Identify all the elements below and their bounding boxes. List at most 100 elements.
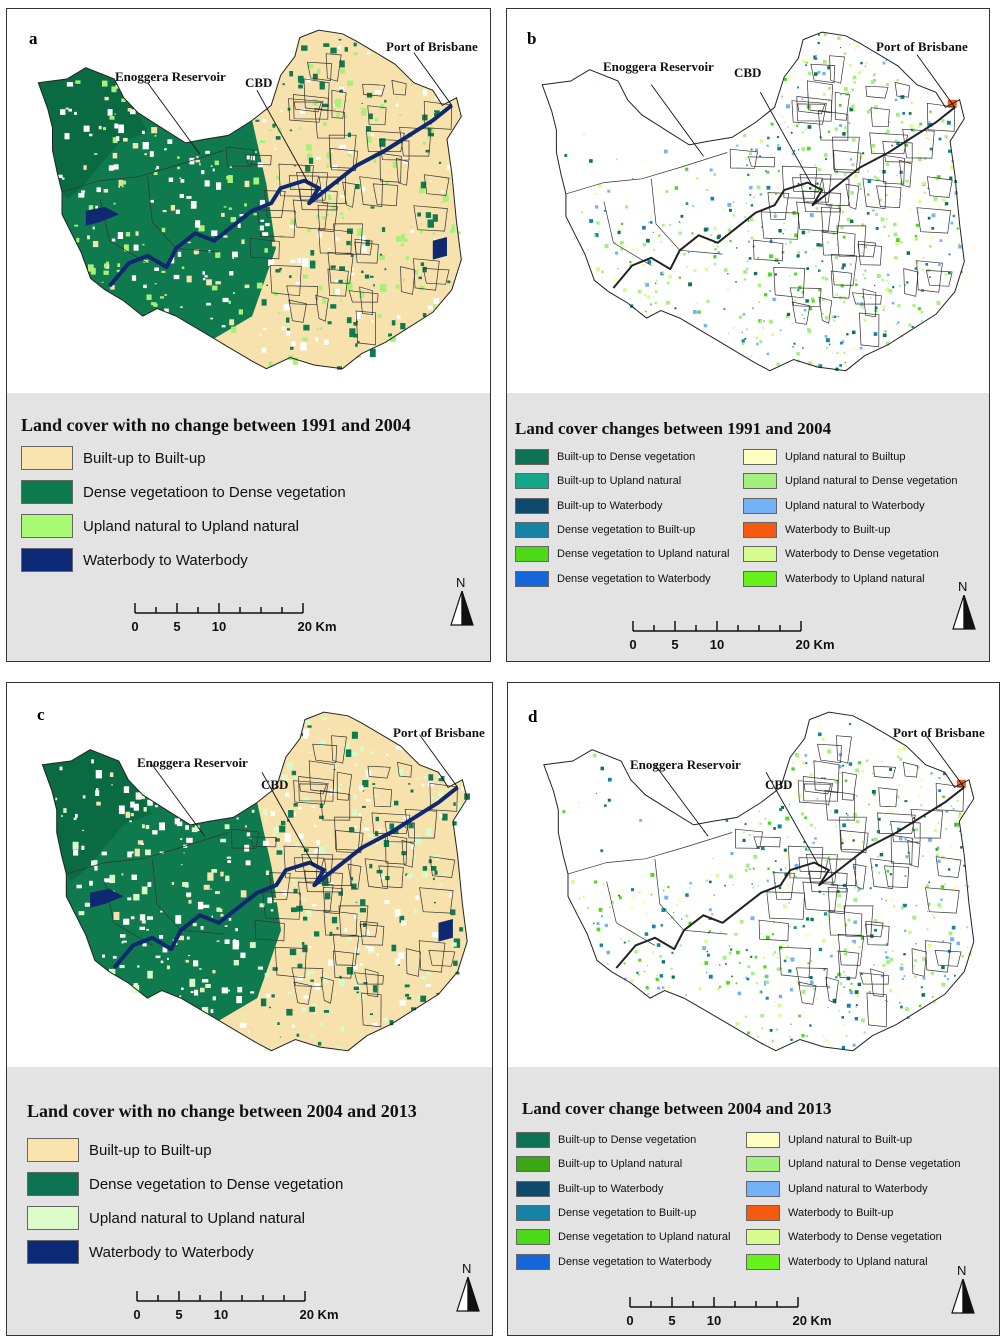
scalebar-tick-label: 10 [211, 619, 227, 634]
legend-d: Land cover change between 2004 and 2013 … [508, 1067, 999, 1335]
scalebar-tick-label: 10 [213, 1307, 229, 1322]
legend-swatch [27, 1138, 79, 1162]
legend-swatch [21, 480, 73, 504]
scalebar-line [136, 1291, 306, 1302]
legend-swatch [515, 497, 549, 514]
scalebar-tick-label: 20 Km [299, 1307, 339, 1322]
legend-label: Upland natural to Dense vegetation [788, 1158, 961, 1171]
legend-label: Waterbody to Upland natural [788, 1255, 928, 1268]
legend-swatch [516, 1132, 550, 1148]
legend-swatch [743, 546, 777, 563]
north-label: N [462, 1261, 472, 1276]
scalebar-tick-label: 0 [131, 619, 139, 634]
legend-item: Dense vegetation to Upland natural [516, 1228, 730, 1246]
legend-item: Built-up to Waterbody [515, 497, 662, 515]
map-c-svg [41, 711, 470, 1054]
city-boundary [541, 31, 965, 372]
legend-item: Dense vegetatioon to Dense vegetation [21, 479, 346, 505]
legend-label: Upland natural to Waterbody [788, 1182, 928, 1195]
map-d: d Enoggera Reservoir CBD Port of Brisban… [508, 683, 999, 1068]
map-content [541, 31, 965, 372]
legend-label: Waterbody to Built-up [788, 1206, 894, 1219]
change-patches [562, 723, 973, 1050]
legend-label: Built-up to Waterbody [557, 499, 663, 512]
north-arrow-icon [450, 591, 474, 626]
legend-swatch [21, 548, 73, 572]
legend-title-b: Land cover changes between 1991 and 2004 [515, 419, 832, 438]
legend-label: Waterbody to Dense vegetation [785, 548, 939, 561]
legend-item: Dense vegetation to Waterbody [516, 1253, 712, 1271]
legend-label: Built-up to Built-up [83, 449, 206, 467]
panel-b: b Enoggera Reservoir CBD Port of Brisban… [506, 8, 990, 662]
legend-item: Built-up to Built-up [27, 1137, 212, 1163]
legend-item: Dense vegetation to Waterbody [515, 570, 711, 588]
legend-swatch [21, 446, 73, 470]
legend-a: Land cover with no change between 1991 a… [7, 393, 490, 661]
brisbane-river [112, 785, 459, 970]
brisbane-river [615, 786, 965, 969]
legend-label: Dense vegetation to Built-up [558, 1206, 697, 1219]
suburb-boundaries [565, 55, 956, 348]
legend-swatch [746, 1132, 780, 1148]
brisbane-river [108, 103, 454, 288]
legend-label: Waterbody to Waterbody [83, 551, 248, 569]
scalebar-b: 0 5 10 20 Km [629, 619, 835, 657]
scalebar-tick-label: 0 [133, 1307, 141, 1322]
legend-title-d: Land cover change between 2004 and 2013 [522, 1099, 832, 1118]
legend-item: Waterbody to Dense vegetation [746, 1228, 942, 1246]
legend-swatch [743, 497, 777, 514]
label-cbd-b: CBD [734, 65, 762, 80]
legend-label: Dense vegetatioon to Dense vegetation [83, 483, 346, 501]
legend-label: Built-up to Dense vegetation [557, 451, 696, 463]
map-content [37, 29, 462, 370]
label-enoggera-a: Enoggera Reservoir [115, 69, 226, 84]
north-arrow-c: N [453, 1261, 483, 1313]
legend-item: Upland natural to Dense vegetation [746, 1155, 960, 1173]
legend-item: Dense vegetation to Upland natural [515, 545, 729, 563]
legend-swatch [746, 1229, 780, 1246]
city-boundary [543, 711, 975, 1052]
map-content [543, 711, 975, 1052]
legend-item: Upland natural to Upland natural [27, 1205, 305, 1231]
legend-item: Built-up to Built-up [21, 445, 206, 471]
landcover-patches [55, 716, 470, 1054]
legend-item: Upland natural to Upland natural [21, 513, 299, 539]
legend-label: Dense vegetation to Waterbody [557, 572, 711, 585]
legend-title-c: Land cover with no change between 2004 a… [27, 1101, 417, 1121]
label-port-b: Port of Brisbane [876, 39, 968, 54]
legend-label: Upland natural to Builtup [785, 451, 906, 463]
change-patches [558, 33, 963, 371]
legend-label: Dense vegetation to Waterbody [558, 1255, 712, 1268]
east-water [432, 237, 447, 260]
label-leaders [151, 734, 458, 867]
legend-label: Built-up to Upland natural [557, 475, 682, 488]
label-enoggera-d: Enoggera Reservoir [630, 757, 741, 772]
map-d-svg [543, 711, 975, 1052]
label-port-c: Port of Brisbane [393, 725, 485, 740]
legend-item: Upland natural to Dense vegetation [743, 472, 957, 490]
legend-item: Waterbody to Waterbody [21, 547, 248, 573]
north-arrow-icon [951, 1279, 975, 1314]
legend-swatch [746, 1180, 780, 1197]
legend-label: Built-up to Built-up [89, 1141, 212, 1159]
label-leaders [147, 52, 453, 185]
legend-c: Land cover with no change between 2004 a… [7, 1067, 492, 1335]
brisbane-river [612, 106, 956, 289]
legend-swatch [27, 1172, 79, 1196]
legend-item: Waterbody to Upland natural [746, 1253, 928, 1271]
scalebar-tick-label: 0 [626, 1313, 634, 1328]
legend-label: Waterbody to Upland natural [785, 572, 925, 585]
scalebar-tick-label: 5 [668, 1313, 676, 1328]
suburb-boundaries [567, 735, 964, 1028]
label-enoggera-b: Enoggera Reservoir [603, 59, 714, 74]
north-arrow-icon [952, 595, 976, 630]
legend-swatch [515, 449, 549, 465]
north-label: N [958, 579, 968, 594]
legend-item: Upland natural to Waterbody [743, 497, 925, 515]
legend-item: Upland natural to Builtup [743, 448, 905, 466]
north-arrow-d: N [948, 1263, 978, 1315]
map-b: b Enoggera Reservoir CBD Port of Brisban… [507, 9, 989, 394]
landcover-patches [58, 38, 461, 370]
legend-item: Waterbody to Waterbody [27, 1239, 254, 1265]
scalebar-tick-label: 5 [175, 1307, 183, 1322]
